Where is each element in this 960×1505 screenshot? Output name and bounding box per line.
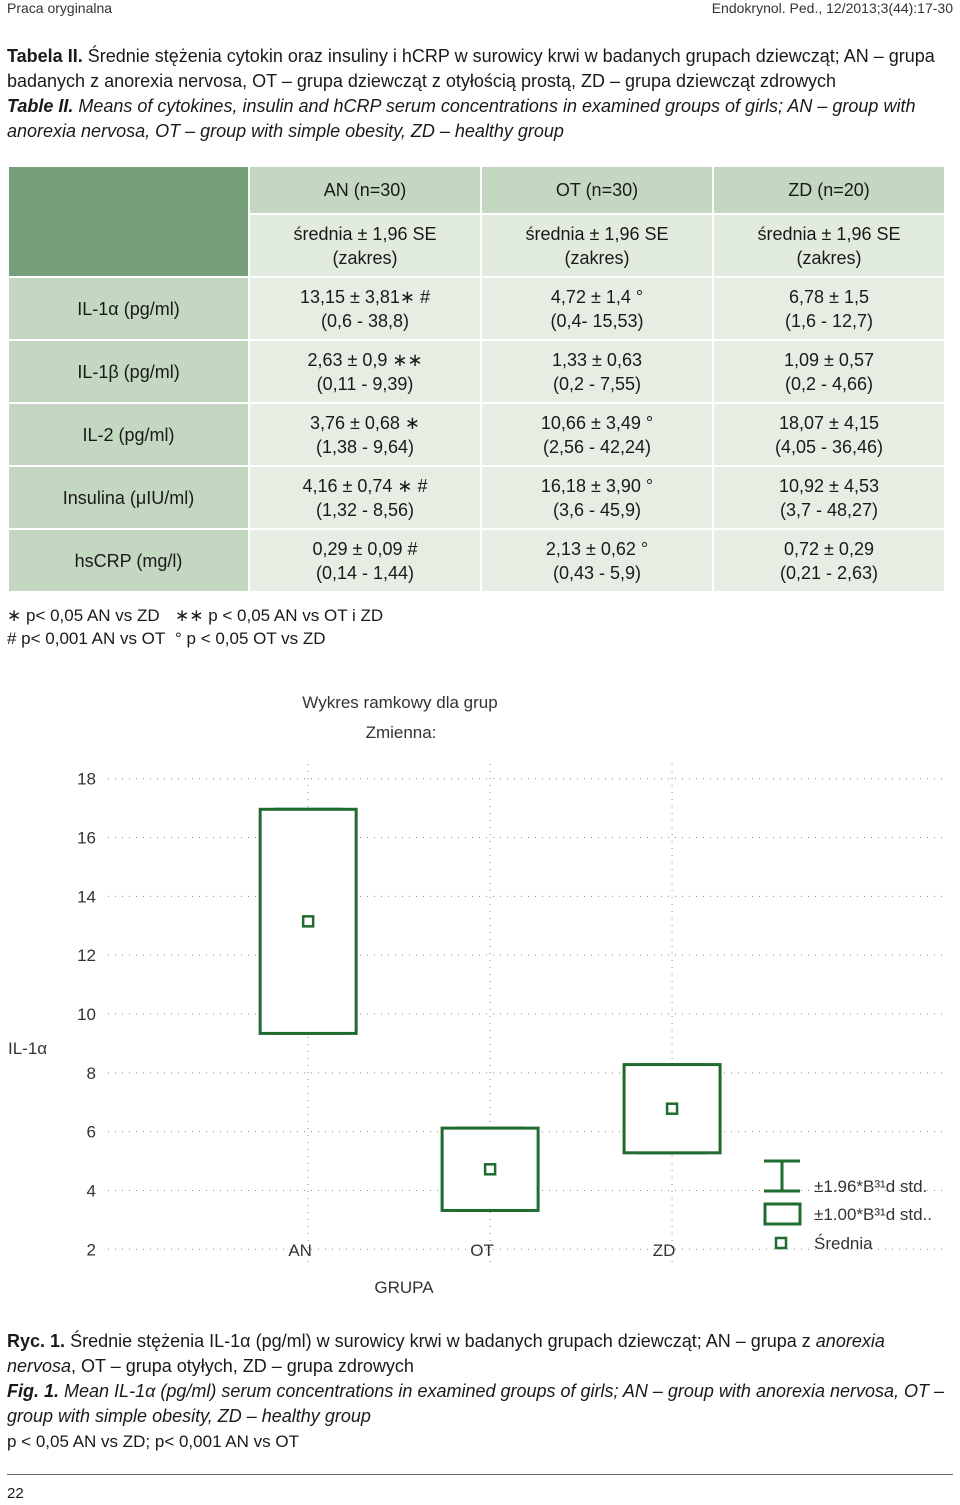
legend-label-196: ±1.96*B³¹d std. [814,1177,927,1196]
group-header-zd: ZD (n=20) [712,165,946,215]
box-an [258,807,358,1035]
y-tick-label: 16 [77,829,96,848]
table-cell: 10,92 ± 4,53 (3,7 - 48,27) [712,465,946,530]
table-cell: 1,09 ± 0,57 (0,2 - 4,66) [712,339,946,404]
footer-rule [7,1474,953,1475]
figure-caption-pl-text: Średnie stężenia IL-1α (pg/ml) w surowic… [70,1331,816,1351]
figure-caption-pl-text-end: , OT – grupa otyłych, ZD – grupa zdrowyc… [71,1356,414,1376]
y-tick-label: 10 [77,1005,96,1024]
table-caption-pl-text: Średnie stężenia cytokin oraz insuliny i… [7,46,935,91]
group-header-an: AN (n=30) [248,165,482,215]
footnote-2: ∗∗ p < 0,05 AN vs OT i ZD [175,606,384,625]
results-table: AN (n=30) OT (n=30) ZD (n=20) średnia ± … [7,165,946,593]
figure-label-pl: Ryc. 1. [7,1331,66,1351]
table-caption: Tabela II. Średnie stężenia cytokin oraz… [7,44,947,144]
footnote-1: ∗ p< 0,05 AN vs ZD [7,606,160,625]
table-corner [7,165,250,278]
y-tick-label: 18 [77,770,96,789]
x-tick-label: OT [470,1241,494,1260]
footnote-4: ° p < 0,05 OT vs ZD [175,629,326,648]
table-caption-en-text: Means of cytokines, insulin and hCRP ser… [7,96,916,141]
legend-label-mean: Średnia [814,1234,873,1253]
group-header-ot: OT (n=30) [480,165,714,215]
mean-marker [665,1102,679,1115]
figure-significance: p < 0,05 AN vs ZD; p< 0,001 AN vs OT [7,1432,299,1451]
figure-caption: Ryc. 1. Średnie stężenia IL-1α (pg/ml) w… [7,1329,947,1454]
x-axis-label: GRUPA [374,1278,434,1296]
subheader-line2: (zakres) [332,247,398,268]
figure-caption-pl-italic: anorexia nervosa [7,1331,885,1376]
table-cell: 4,16 ± 0,74 ∗ # (1,32 - 8,56) [248,465,482,530]
figure-caption-en: Fig. 1. Mean IL-1α (pg/ml) serum concent… [7,1379,947,1429]
table-cell: 6,78 ± 1,5 (1,6 - 12,7) [712,276,946,341]
y-axis-label: IL-1α [8,1039,47,1058]
box-zd [622,1063,722,1155]
table-caption-en: Table II. Means of cytokines, insulin an… [7,94,947,144]
table-label-en: Table II. [7,96,74,116]
table-cell: 2,13 ± 0,62 ° (0,43 - 5,9) [480,528,714,593]
header-journal: Endokrynol. Ped., 12/2013;3(44):17-30 [711,0,953,16]
table-cell: 18,07 ± 4,15 (4,05 - 36,46) [712,402,946,467]
subheader-line2: (zakres) [796,247,862,268]
table-cell: 2,63 ± 0,9 ∗∗ (0,11 - 9,39) [248,339,482,404]
table-footnotes: ∗ p< 0,05 AN vs ZD ∗∗ p < 0,05 AN vs OT i… [7,604,383,650]
subheader-cell: średnia ± 1,96 SE (zakres) [480,213,714,278]
box-plot: Wykres ramkowy dla grup Zmienna: IL-1α G… [8,693,945,1296]
subheader-cell: średnia ± 1,96 SE (zakres) [712,213,946,278]
row-label: hsCRP (mg/l) [7,528,250,593]
x-tick-label: ZD [653,1241,676,1260]
chart-legend: ±1.96*B³¹d std. ±1.00*B³¹d std.. Średnia [763,1159,932,1253]
header-section: Praca oryginalna [7,0,113,16]
y-tick-label: 8 [87,1064,96,1083]
table-caption-pl: Tabela II. Średnie stężenia cytokin oraz… [7,44,947,94]
row-label: Insulina (μIU/ml) [7,465,250,530]
box-ot [440,1126,540,1212]
y-tick-label: 14 [77,887,96,906]
mean-marker [301,915,315,928]
y-tick-label: 6 [87,1123,96,1142]
subheader-line1: średnia ± 1,96 SE [293,223,437,244]
subheader-line2: (zakres) [564,247,630,268]
table-cell: 0,72 ± 0,29 (0,21 - 2,63) [712,528,946,593]
chart-subtitle: Zmienna: [366,723,437,742]
table-cell: 16,18 ± 3,90 ° (3,6 - 45,9) [480,465,714,530]
y-tick-label: 12 [77,946,96,965]
legend-box-swatch [763,1202,802,1226]
figure-caption-pl: Ryc. 1. Średnie stężenia IL-1α (pg/ml) w… [7,1329,947,1379]
table-cell: 3,76 ± 0,68 ∗ (1,38 - 9,64) [248,402,482,467]
subheader-line1: średnia ± 1,96 SE [525,223,669,244]
legend-label-100: ±1.00*B³¹d std.. [814,1205,932,1224]
box-rect [622,1063,722,1155]
row-label: IL-1β (pg/ml) [7,339,250,404]
subheader-cell: średnia ± 1,96 SE (zakres) [248,213,482,278]
row-label: IL-2 (pg/ml) [7,402,250,467]
x-tick-label: AN [288,1241,312,1260]
table-cell: 13,15 ± 3,81∗ # (0,6 - 38,8) [248,276,482,341]
table-cell: 4,72 ± 1,4 ° (0,4- 15,53) [480,276,714,341]
y-tick-label: 4 [87,1181,96,1200]
running-header: Praca oryginalna Endokrynol. Ped., 12/20… [7,0,953,18]
figure-caption-en-text: Mean IL-1α (pg/ml) serum concentrations … [7,1381,945,1426]
table-cell: 1,33 ± 0,63 (0,2 - 7,55) [480,339,714,404]
footnote-3: # p< 0,001 AN vs OT [7,629,166,648]
page-number: 22 [7,1485,24,1502]
table-label-pl: Tabela II. [7,46,83,66]
figure-label-en: Fig. 1. [7,1381,60,1401]
row-label: IL-1α (pg/ml) [7,276,250,341]
subheader-line1: średnia ± 1,96 SE [757,223,901,244]
y-tick-label: 2 [87,1240,96,1259]
legend-mean-swatch [774,1236,788,1250]
table-cell: 10,66 ± 3,49 ° (2,56 - 42,24) [480,402,714,467]
table-cell: 0,29 ± 0,09 # (0,14 - 1,44) [248,528,482,593]
chart-title: Wykres ramkowy dla grup [302,693,497,712]
mean-marker [483,1163,497,1176]
